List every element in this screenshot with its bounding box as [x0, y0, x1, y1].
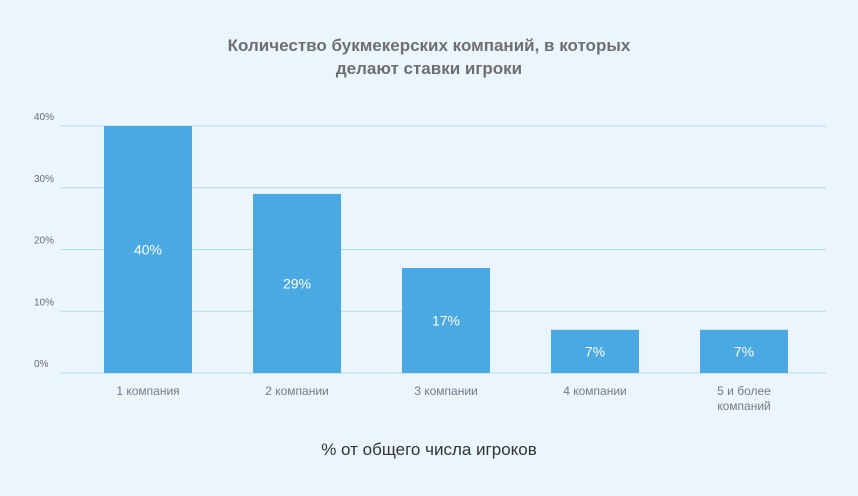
x-tick-label: 3 компании: [414, 384, 478, 398]
bar: [104, 126, 192, 373]
y-tick-label: 30%: [34, 174, 54, 185]
chart-title: Количество букмекерских компаний, в кото…: [0, 34, 858, 80]
y-tick-label: 0%: [34, 359, 49, 370]
bar-value-label: 40%: [134, 242, 162, 258]
y-tick-label: 40%: [34, 112, 54, 123]
y-tick-label: 10%: [34, 297, 54, 308]
bar-value-label: 7%: [734, 343, 754, 359]
x-tick-label: 1 компания: [116, 384, 179, 398]
y-tick-label: 20%: [34, 236, 54, 247]
x-tick-label: 4 компании: [563, 384, 627, 398]
chart-title-line-2: делают ставки игроки: [335, 59, 523, 78]
bar: [402, 268, 490, 373]
bar: [551, 329, 639, 373]
x-tick-label: 2 компании: [265, 384, 329, 398]
bar-value-label: 17%: [432, 313, 460, 329]
chart-title-line-1: Количество букмекерских компаний, в кото…: [227, 36, 631, 55]
bar-value-label: 7%: [585, 343, 605, 359]
bar: [253, 193, 341, 373]
x-tick-label: 5 и более: [717, 384, 771, 398]
x-tick-label: компаний: [717, 399, 771, 413]
x-axis-label: % от общего числа игроков: [321, 440, 537, 459]
bar: [700, 329, 788, 373]
bar-value-label: 29%: [283, 275, 311, 291]
